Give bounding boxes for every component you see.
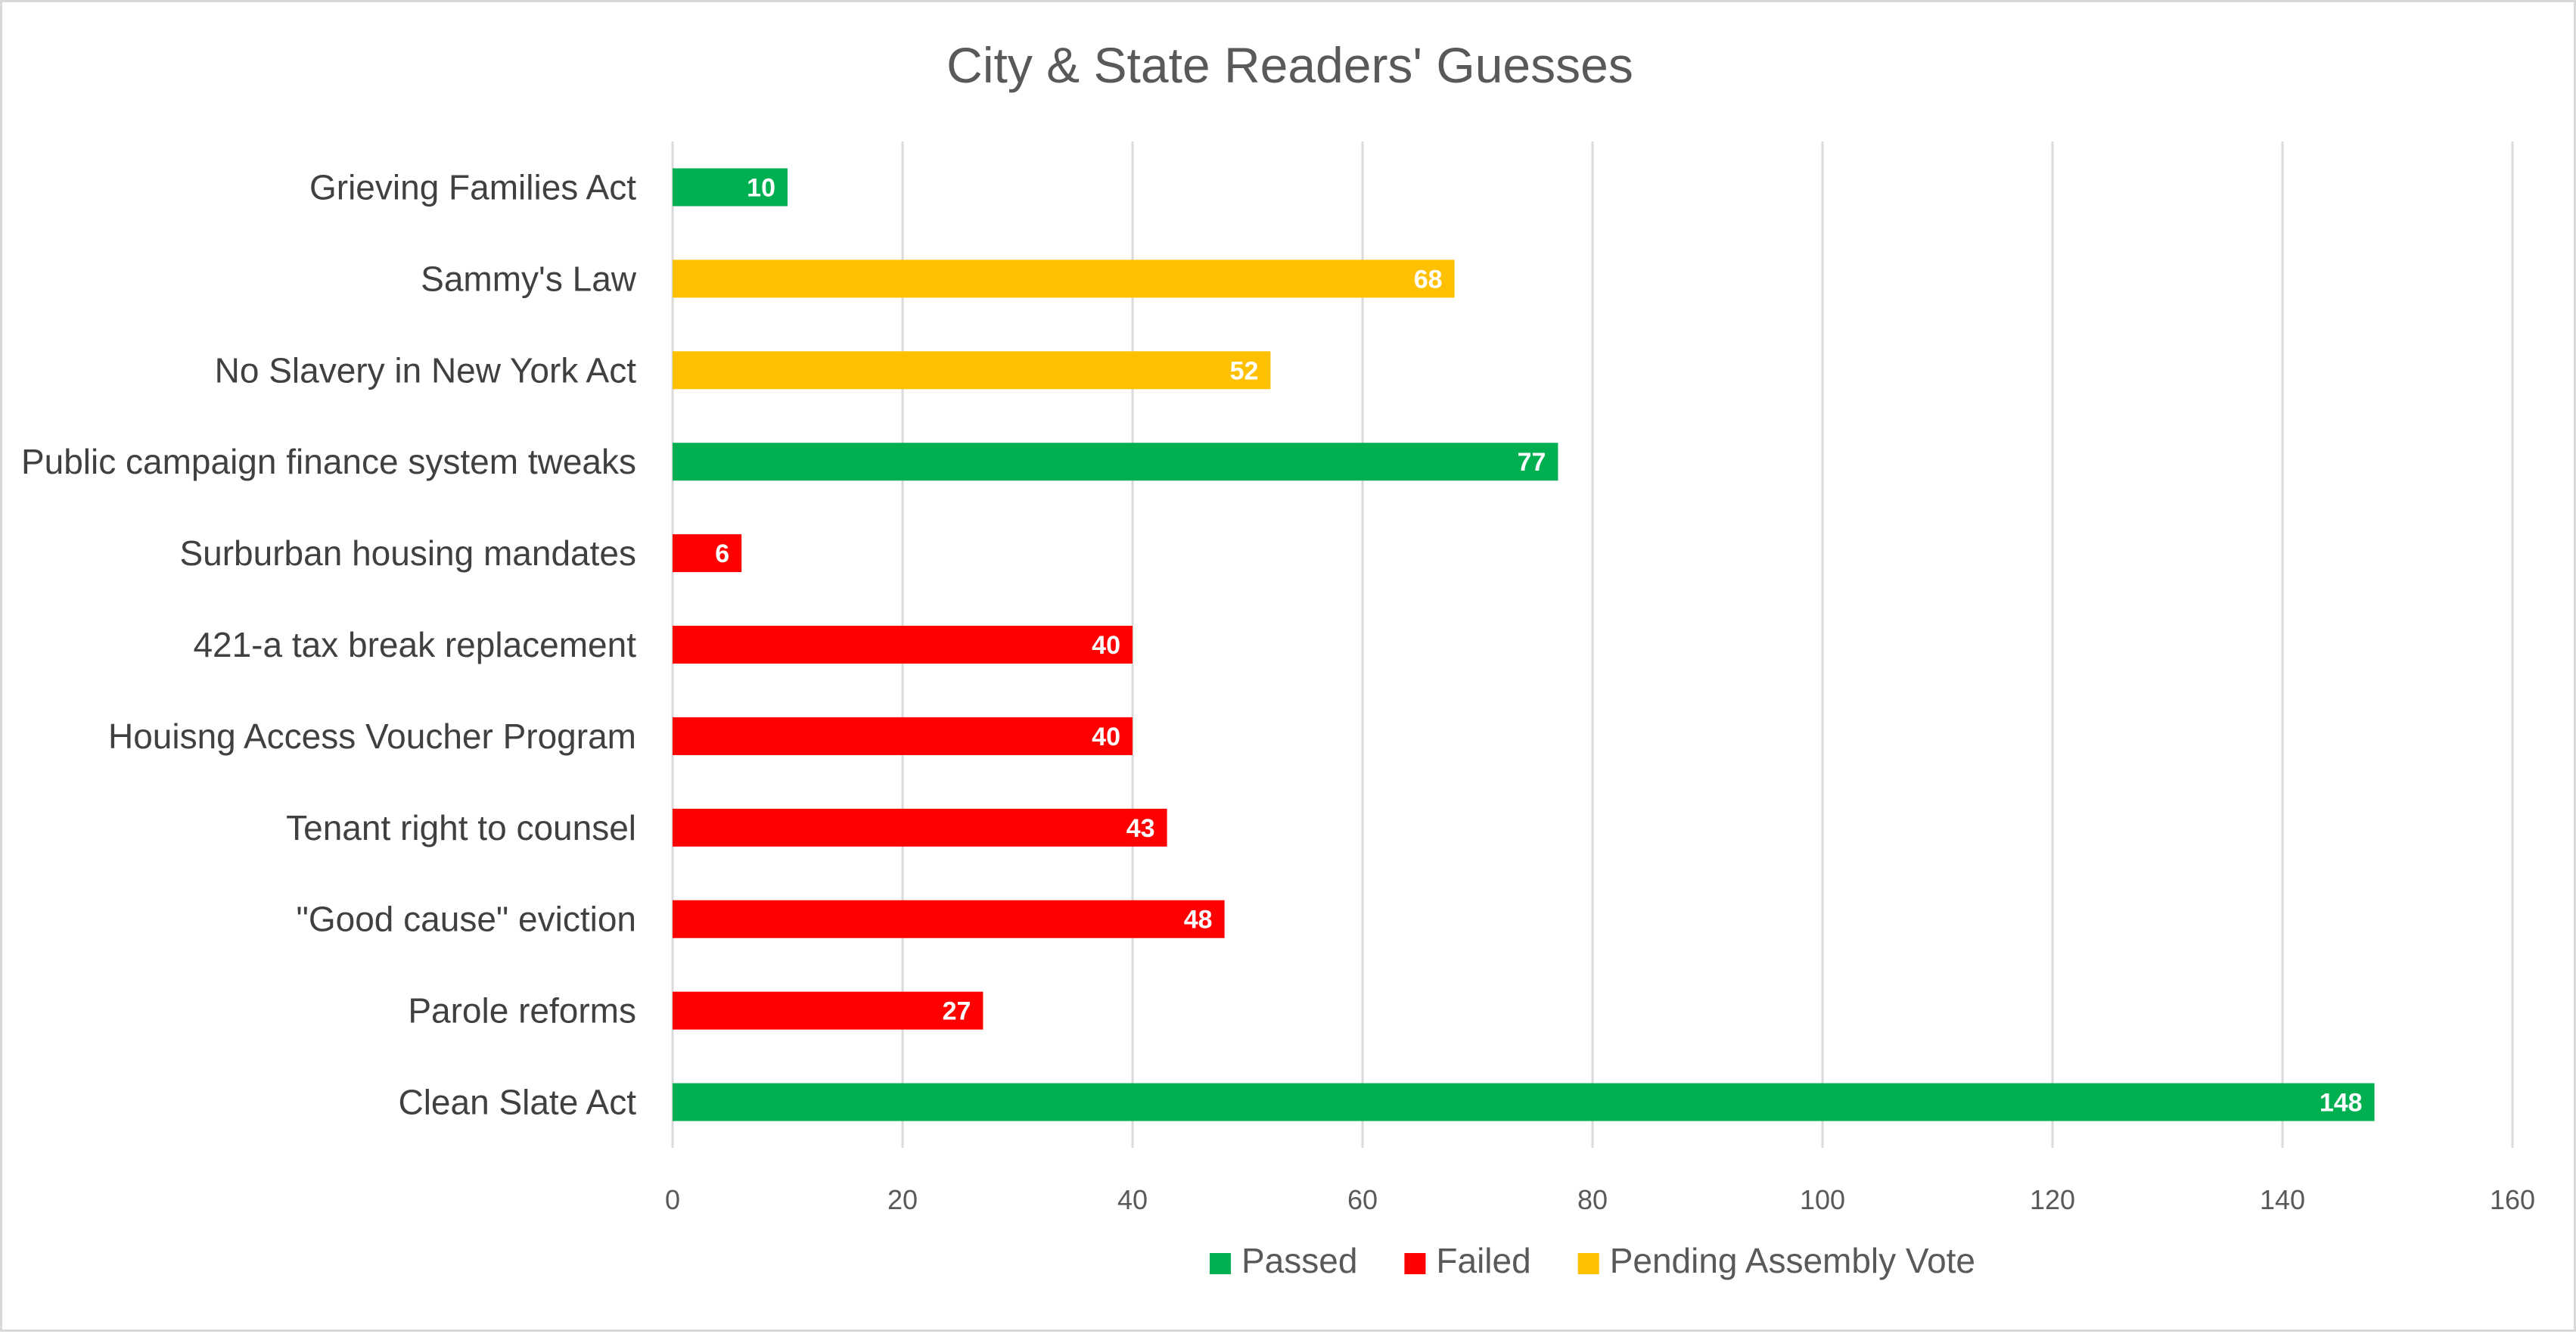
x-tick-label: 160 (2490, 1184, 2535, 1215)
data-label: 40 (1092, 631, 1120, 660)
category-label: Grieving Families Act (309, 167, 636, 207)
legend-swatch (1209, 1253, 1231, 1274)
legend: Passed Failed Pending Assembly Vote (1209, 1241, 1975, 1280)
x-axis-tick-labels: 0 20 40 60 80 100 120 140 160 (665, 1184, 2535, 1215)
legend-swatch (1404, 1253, 1426, 1274)
data-label: 40 (1092, 723, 1120, 751)
data-label: 48 (1184, 906, 1213, 934)
bar (673, 168, 788, 207)
data-label: 68 (1414, 265, 1443, 294)
data-label: 52 (1230, 356, 1259, 385)
data-label: 10 (747, 173, 775, 202)
chart-title: City & State Readers' Guesses (946, 37, 1633, 93)
category-label: "Good cause" eviction (297, 900, 636, 939)
category-label: Houisng Access Voucher Program (108, 717, 636, 756)
x-tick-label: 120 (2030, 1184, 2075, 1215)
x-tick-label: 20 (887, 1184, 918, 1215)
data-label: 43 (1126, 814, 1155, 843)
bar (673, 534, 742, 573)
category-label: 421-a tax break replacement (193, 625, 636, 664)
data-label: 6 (715, 540, 729, 568)
x-tick-label: 60 (1347, 1184, 1378, 1215)
data-label: 77 (1518, 448, 1546, 477)
x-tick-label: 40 (1117, 1184, 1148, 1215)
x-tick-label: 140 (2260, 1184, 2305, 1215)
category-label: Surburban housing mandates (179, 533, 636, 573)
bar (673, 717, 1133, 755)
category-label: No Slavery in New York Act (215, 350, 637, 390)
category-label: Parole reforms (408, 991, 636, 1031)
gridlines (671, 141, 2514, 1148)
bar (673, 1083, 2375, 1121)
data-label: 27 (943, 997, 971, 1026)
bars: 10 68 52 77 6 40 40 43 48 27 148 (673, 168, 2375, 1121)
legend-label: Pending Assembly Vote (1610, 1241, 1975, 1280)
legend-label: Passed (1241, 1241, 1357, 1280)
category-label: Public campaign finance system tweaks (21, 442, 636, 481)
legend-swatch (1577, 1253, 1599, 1274)
data-label: 148 (2320, 1089, 2363, 1118)
category-label: Sammy's Law (421, 259, 637, 298)
legend-item: Failed (1404, 1241, 1531, 1280)
x-tick-label: 80 (1577, 1184, 1608, 1215)
bar (673, 626, 1133, 664)
category-labels: Grieving Families Act Sammy's Law No Slave… (21, 167, 637, 1121)
category-label: Clean Slate Act (398, 1083, 636, 1122)
bar (673, 900, 1225, 938)
legend-label: Failed (1436, 1241, 1530, 1280)
category-label: Tenant right to counsel (286, 808, 636, 847)
x-tick-label: 0 (665, 1184, 680, 1215)
legend-item: Passed (1209, 1241, 1357, 1280)
bar (673, 991, 983, 1030)
bar (673, 443, 1558, 481)
x-tick-label: 100 (1800, 1184, 1845, 1215)
bar (673, 808, 1167, 847)
bar (673, 351, 1271, 390)
bar (673, 260, 1455, 298)
legend-item: Pending Assembly Vote (1577, 1241, 1975, 1280)
